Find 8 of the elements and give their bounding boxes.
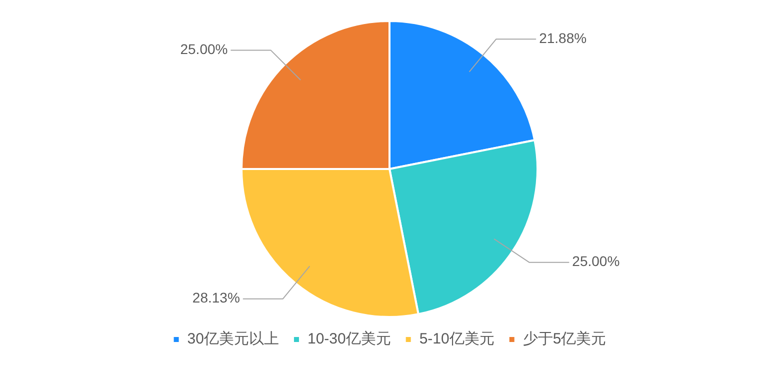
data-label: 25.00%	[180, 41, 228, 58]
legend-label: 5-10亿美元	[419, 330, 494, 348]
legend-label: 少于5亿美元	[522, 330, 606, 348]
data-label: 21.88%	[539, 30, 587, 46]
legend-label: 10-30亿美元	[307, 330, 391, 348]
data-label: 25.00%	[572, 253, 620, 270]
legend-label: 30亿美元以上	[187, 330, 279, 348]
data-label: 28.13%	[192, 290, 240, 306]
